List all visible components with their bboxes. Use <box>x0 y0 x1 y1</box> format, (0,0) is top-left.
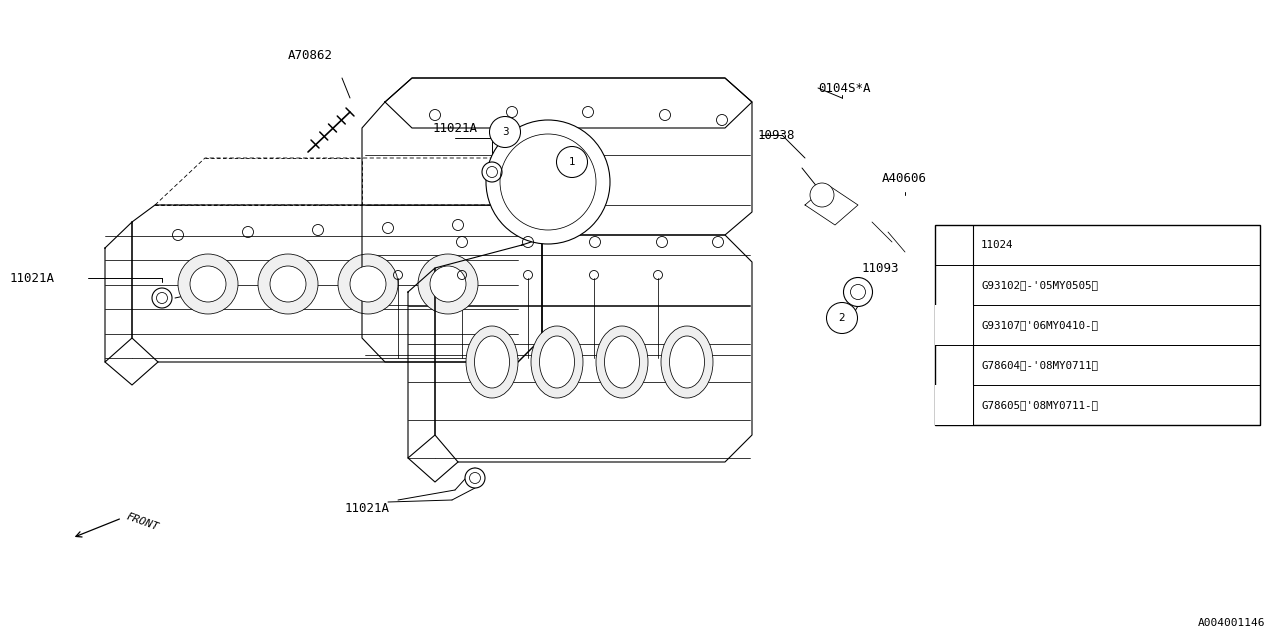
Bar <box>934 385 973 425</box>
Text: 2: 2 <box>951 300 957 310</box>
Circle shape <box>827 303 858 333</box>
Bar <box>934 305 973 345</box>
Text: A40606: A40606 <box>882 172 927 184</box>
Circle shape <box>338 254 398 314</box>
Circle shape <box>178 254 238 314</box>
Circle shape <box>940 291 968 319</box>
Ellipse shape <box>669 336 704 388</box>
Text: 2: 2 <box>838 313 845 323</box>
Ellipse shape <box>596 326 648 398</box>
Text: A70862: A70862 <box>288 49 333 62</box>
Circle shape <box>465 468 485 488</box>
Circle shape <box>349 266 387 302</box>
Text: 0104S*A: 0104S*A <box>818 81 870 95</box>
Text: G78604（-'08MY0711）: G78604（-'08MY0711） <box>980 360 1098 370</box>
Ellipse shape <box>660 326 713 398</box>
Text: 1: 1 <box>568 157 575 167</box>
Ellipse shape <box>531 326 582 398</box>
Bar <box>934 225 1260 425</box>
Circle shape <box>810 183 835 207</box>
Text: G93107（'06MY0410-）: G93107（'06MY0410-） <box>980 320 1098 330</box>
Circle shape <box>189 266 227 302</box>
Ellipse shape <box>604 336 640 388</box>
Text: 3: 3 <box>502 127 508 137</box>
Text: 10938: 10938 <box>758 129 795 141</box>
Circle shape <box>270 266 306 302</box>
Circle shape <box>483 162 502 182</box>
Text: 3: 3 <box>951 380 957 390</box>
Text: 11021A: 11021A <box>433 122 477 135</box>
Circle shape <box>940 291 968 319</box>
Text: 2: 2 <box>951 300 957 310</box>
Circle shape <box>152 288 172 308</box>
Ellipse shape <box>539 336 575 388</box>
Text: A004001146: A004001146 <box>1198 618 1265 628</box>
Text: FRONT: FRONT <box>125 511 160 532</box>
Circle shape <box>486 120 611 244</box>
Circle shape <box>259 254 317 314</box>
Ellipse shape <box>466 326 518 398</box>
Text: 1: 1 <box>951 240 957 250</box>
Text: 11021A: 11021A <box>10 271 55 285</box>
Text: G78605（'08MY0711-）: G78605（'08MY0711-） <box>980 400 1098 410</box>
Circle shape <box>430 266 466 302</box>
Circle shape <box>419 254 477 314</box>
Circle shape <box>940 231 968 259</box>
Text: 11024: 11024 <box>980 240 1014 250</box>
Text: 11021A: 11021A <box>346 502 390 515</box>
Ellipse shape <box>475 336 509 388</box>
Circle shape <box>844 278 873 307</box>
Circle shape <box>489 116 521 147</box>
Text: 11093: 11093 <box>861 262 900 275</box>
Circle shape <box>557 147 588 177</box>
Text: G93102（-'05MY0505）: G93102（-'05MY0505） <box>980 280 1098 290</box>
Circle shape <box>940 371 968 399</box>
